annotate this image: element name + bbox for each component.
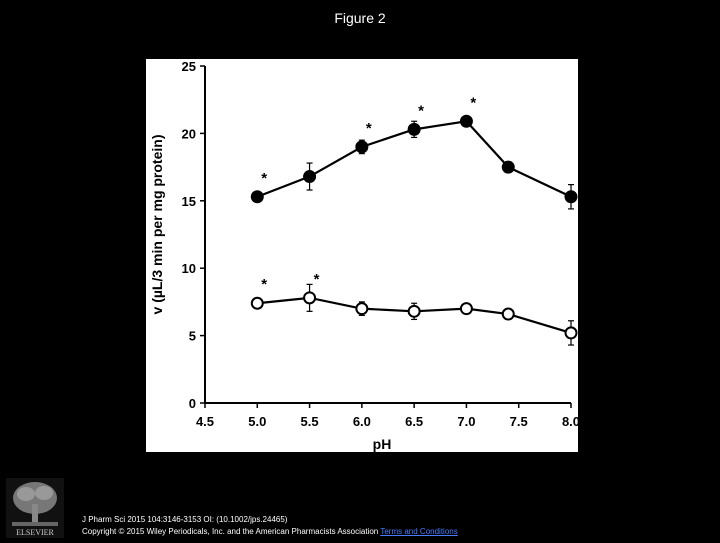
significance-marker: * — [470, 94, 476, 111]
x-tick-label: 6.0 — [353, 414, 371, 429]
x-axis-label: pH — [373, 436, 392, 452]
x-tick-label: 6.5 — [405, 414, 423, 429]
data-point — [501, 307, 515, 321]
data-point — [250, 190, 264, 204]
terms-link[interactable]: Terms and Conditions — [380, 527, 458, 536]
y-axis-label: v (µL/3 min per mg protein) — [149, 135, 165, 315]
data-point — [564, 326, 578, 340]
data-point — [459, 302, 473, 316]
data-point — [250, 296, 264, 310]
significance-marker: * — [314, 271, 320, 288]
y-tick-label: 0 — [189, 396, 196, 411]
x-tick-label: 7.0 — [457, 414, 475, 429]
figure-title: Figure 2 — [334, 10, 386, 26]
x-tick-label: 4.5 — [196, 414, 214, 429]
y-tick-label: 20 — [182, 126, 196, 141]
data-point — [355, 302, 369, 316]
elsevier-tree-logo: ELSEVIER — [6, 478, 64, 538]
copyright-text: Copyright © 2015 Wiley Periodicals, Inc.… — [82, 527, 379, 536]
data-point — [564, 190, 578, 204]
y-tick-label: 25 — [182, 59, 196, 74]
x-tick-label: 5.5 — [301, 414, 319, 429]
y-tick-label: 10 — [182, 261, 196, 276]
significance-marker: * — [261, 276, 267, 293]
data-point — [303, 291, 317, 305]
significance-marker: * — [418, 102, 424, 119]
x-tick-label: 8.0 — [562, 414, 578, 429]
data-point — [355, 140, 369, 154]
footer: J Pharm Sci 2015 104:3146-3153 OI: (10.1… — [82, 514, 458, 538]
data-point — [459, 114, 473, 128]
data-point — [407, 122, 421, 136]
x-tick-label: 5.0 — [248, 414, 266, 429]
significance-marker: * — [366, 120, 372, 137]
data-point — [407, 304, 421, 318]
y-tick-label: 5 — [189, 329, 196, 344]
significance-marker: * — [261, 170, 267, 187]
citation-text: J Pharm Sci 2015 104:3146-3153 OI: (10.1… — [82, 515, 288, 524]
elsevier-tree-icon: ELSEVIER — [6, 478, 64, 538]
data-point — [501, 160, 515, 174]
copyright-line: Copyright © 2015 Wiley Periodicals, Inc.… — [82, 526, 458, 538]
data-point — [303, 170, 317, 184]
line-chart: 0 5 10 15 20 25 4.5 5.0 5.5 6.0 6.5 7.0 7.5 8.0 pH v (µ… — [149, 59, 578, 452]
chart-panel: 0 5 10 15 20 25 4.5 5.0 5.5 6.0 6.5 7.0 7.5 8.0 pH v (µ… — [146, 59, 578, 452]
logo-text: ELSEVIER — [16, 528, 54, 537]
y-tick-label: 15 — [182, 194, 196, 209]
x-tick-label: 7.5 — [510, 414, 528, 429]
